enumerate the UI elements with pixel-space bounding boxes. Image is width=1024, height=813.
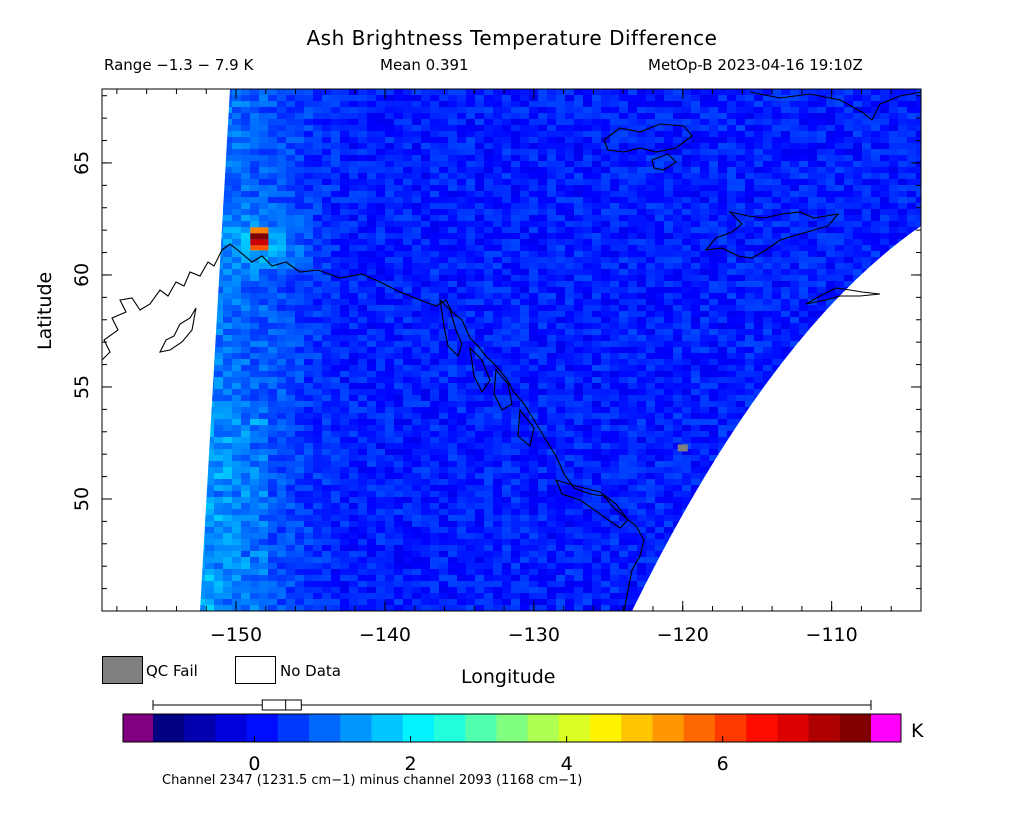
x-axis-label: Longitude: [461, 666, 556, 688]
satellite-timestamp: MetOp-B 2023-04-16 19:10Z: [648, 56, 863, 74]
x-tick-label: −150: [210, 624, 262, 646]
mean-stat: Mean 0.391: [380, 56, 469, 74]
no-data-swatch: [235, 656, 276, 684]
y-tick-label: 65: [71, 151, 93, 175]
x-tick-label: −110: [806, 624, 858, 646]
x-tick-label: −120: [657, 624, 709, 646]
y-tick-label: 55: [71, 375, 93, 399]
range-stat: Range −1.3 − 7.9 K: [104, 56, 254, 74]
y-axis-ticks: 50 55 60 65: [71, 95, 921, 590]
qc-fail-label: QC Fail: [146, 662, 198, 680]
brightness-pixels: [200, 89, 921, 611]
qc-fail-pixel: [677, 444, 688, 452]
channel-description: Channel 2347 (1231.5 cm−1) minus channel…: [162, 773, 583, 788]
coastline: [102, 91, 921, 611]
y-tick-label: 60: [71, 263, 93, 287]
x-tick-label: −130: [508, 624, 560, 646]
chart-title: Ash Brightness Temperature Difference: [306, 26, 718, 50]
qc-fail-swatch: [102, 656, 143, 684]
y-axis-label: Latitude: [34, 271, 56, 350]
x-axis-ticks: −150 −140 −130 −120 −110: [116, 89, 922, 646]
colorbar-unit: K: [911, 720, 924, 742]
y-tick-label: 50: [71, 487, 93, 511]
x-tick-label: −140: [359, 624, 411, 646]
no-data-label: No Data: [280, 662, 341, 680]
